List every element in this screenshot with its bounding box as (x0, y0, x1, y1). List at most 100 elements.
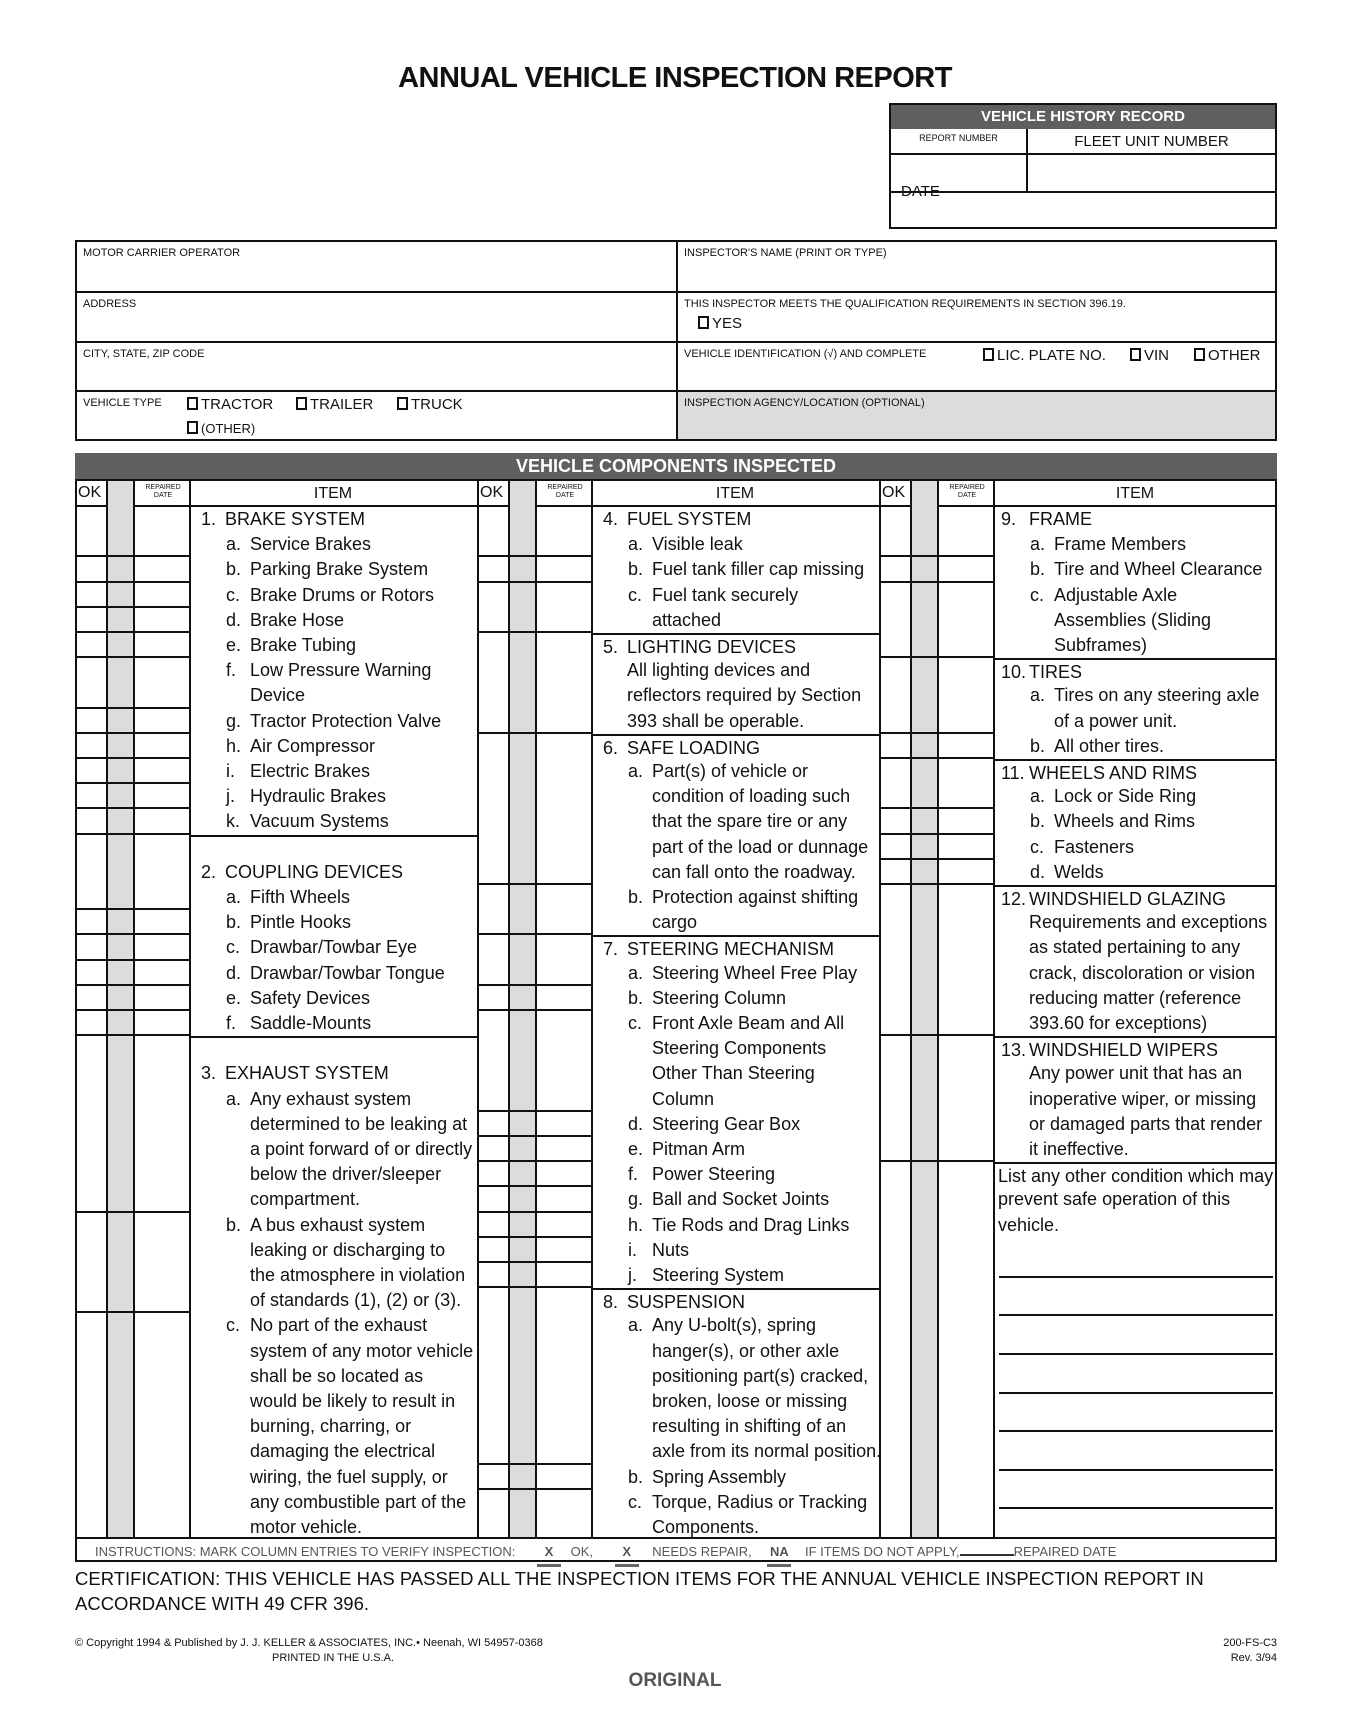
needs-repair-cell[interactable] (910, 583, 939, 659)
repaired-date-cell[interactable] (537, 1137, 591, 1163)
repaired-date-cell[interactable] (135, 910, 189, 936)
repaired-date-cell[interactable] (537, 935, 591, 986)
ok-cell[interactable] (77, 809, 106, 835)
ok-cell[interactable] (479, 986, 508, 1011)
repaired-date-cell[interactable] (135, 633, 189, 659)
repaired-date-cell[interactable] (135, 986, 189, 1011)
needs-repair-cell[interactable] (106, 709, 135, 734)
needs-repair-cell[interactable] (910, 557, 939, 583)
ok-cell[interactable] (77, 835, 106, 911)
repaired-date-cell[interactable] (537, 1465, 591, 1490)
ok-cell[interactable] (77, 784, 106, 810)
needs-repair-cell[interactable] (910, 835, 939, 860)
city-state-zip-field[interactable]: CITY, STATE, ZIP CODE (83, 348, 205, 360)
needs-repair-cell[interactable] (508, 1213, 537, 1238)
ok-cell[interactable] (479, 1213, 508, 1238)
repaired-date-cell[interactable] (939, 809, 993, 835)
ok-cell[interactable] (479, 1187, 508, 1213)
repaired-date-cell[interactable] (135, 1213, 189, 1314)
ok-cell[interactable] (479, 1011, 508, 1112)
repaired-date-cell[interactable] (537, 1011, 591, 1112)
repaired-date-cell[interactable] (537, 1238, 591, 1263)
repaired-date-cell[interactable] (135, 1313, 189, 1540)
needs-repair-cell[interactable] (106, 784, 135, 810)
ok-cell[interactable] (479, 1288, 508, 1465)
needs-repair-cell[interactable] (910, 1162, 939, 1238)
repaired-date-cell[interactable] (537, 986, 591, 1011)
repaired-date-cell[interactable] (135, 784, 189, 810)
repaired-date-cell[interactable] (135, 709, 189, 734)
needs-repair-cell[interactable] (106, 1313, 135, 1540)
repaired-date-cell[interactable] (537, 734, 591, 885)
ok-cell[interactable] (479, 1162, 508, 1188)
ok-cell[interactable] (881, 507, 910, 558)
inspector-name-field[interactable]: INSPECTOR'S NAME (PRINT OR TYPE) (684, 247, 887, 259)
inspection-agency-field[interactable]: INSPECTION AGENCY/LOCATION (OPTIONAL) (684, 397, 925, 409)
needs-repair-cell[interactable] (106, 608, 135, 633)
ok-cell[interactable] (479, 1238, 508, 1263)
repaired-date-cell[interactable] (537, 1263, 591, 1289)
repaired-date-cell[interactable] (135, 809, 189, 835)
needs-repair-cell[interactable] (508, 935, 537, 986)
needs-repair-cell[interactable] (508, 1263, 537, 1289)
repaired-date-cell[interactable] (135, 507, 189, 558)
needs-repair-cell[interactable] (508, 1187, 537, 1213)
lic-plate-checkbox[interactable]: LIC. PLATE NO. (983, 347, 1106, 364)
needs-repair-cell[interactable] (106, 507, 135, 558)
repaired-date-cell[interactable] (939, 583, 993, 659)
trailer-checkbox[interactable]: TRAILER (296, 396, 373, 413)
needs-repair-cell[interactable] (508, 1465, 537, 1490)
write-in-line[interactable] (999, 1468, 1273, 1471)
ok-cell[interactable] (881, 658, 910, 734)
needs-repair-cell[interactable] (508, 1490, 537, 1540)
ok-cell[interactable] (479, 633, 508, 734)
repaired-date-cell[interactable] (135, 583, 189, 608)
needs-repair-cell[interactable] (508, 1011, 537, 1112)
repaired-date-cell[interactable] (135, 658, 189, 709)
needs-repair-cell[interactable] (508, 557, 537, 583)
needs-repair-cell[interactable] (910, 809, 939, 835)
needs-repair-cell[interactable] (106, 583, 135, 608)
repaired-date-cell[interactable] (135, 608, 189, 633)
write-in-line[interactable] (999, 1353, 1273, 1355)
needs-repair-cell[interactable] (910, 734, 939, 759)
needs-repair-cell[interactable] (106, 1036, 135, 1213)
needs-repair-cell[interactable] (910, 885, 939, 1037)
needs-repair-cell[interactable] (106, 935, 135, 961)
needs-repair-cell[interactable] (106, 1011, 135, 1037)
ok-cell[interactable] (77, 986, 106, 1011)
ok-cell[interactable] (77, 608, 106, 633)
repaired-date-cell[interactable] (939, 507, 993, 558)
needs-repair-cell[interactable] (508, 583, 537, 633)
ok-cell[interactable] (77, 1313, 106, 1540)
needs-repair-cell[interactable] (910, 507, 939, 558)
ok-cell[interactable] (479, 557, 508, 583)
repaired-date-cell[interactable] (939, 835, 993, 860)
ok-cell[interactable] (479, 507, 508, 558)
needs-repair-cell[interactable] (106, 557, 135, 583)
needs-repair-cell[interactable] (508, 1137, 537, 1163)
ok-cell[interactable] (77, 734, 106, 759)
tractor-checkbox[interactable]: TRACTOR (187, 396, 273, 413)
repaired-date-cell[interactable] (939, 860, 993, 885)
ok-cell[interactable] (881, 885, 910, 1037)
write-in-line[interactable] (999, 1391, 1273, 1394)
other-id-checkbox[interactable]: OTHER (1194, 347, 1261, 364)
truck-checkbox[interactable]: TRUCK (397, 396, 463, 413)
ok-cell[interactable] (77, 557, 106, 583)
needs-repair-cell[interactable] (508, 734, 537, 885)
needs-repair-cell[interactable] (106, 633, 135, 659)
ok-cell[interactable] (881, 809, 910, 835)
needs-repair-cell[interactable] (508, 986, 537, 1011)
ok-cell[interactable] (881, 557, 910, 583)
repaired-date-cell[interactable] (537, 885, 591, 936)
needs-repair-cell[interactable] (910, 860, 939, 885)
needs-repair-cell[interactable] (508, 1162, 537, 1188)
ok-cell[interactable] (881, 835, 910, 860)
needs-repair-cell[interactable] (106, 1213, 135, 1314)
needs-repair-cell[interactable] (508, 1238, 537, 1263)
repaired-date-cell[interactable] (537, 507, 591, 558)
repaired-date-cell[interactable] (939, 658, 993, 734)
ok-cell[interactable] (77, 759, 106, 785)
ok-cell[interactable] (77, 658, 106, 709)
